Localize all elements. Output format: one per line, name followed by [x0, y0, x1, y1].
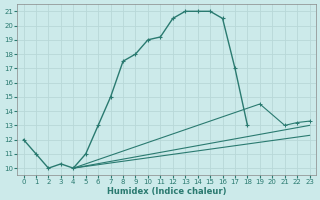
X-axis label: Humidex (Indice chaleur): Humidex (Indice chaleur) [107, 187, 226, 196]
